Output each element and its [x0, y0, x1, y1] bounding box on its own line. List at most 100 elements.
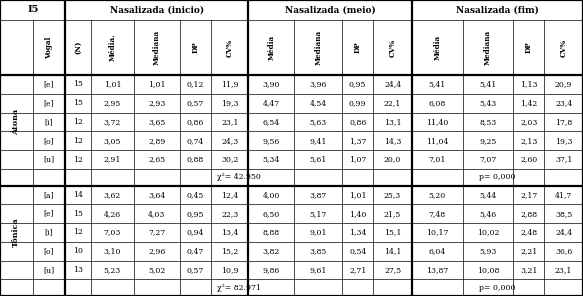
Text: Média: Média	[268, 35, 275, 60]
Text: 10,08: 10,08	[477, 266, 499, 274]
Text: 2,91: 2,91	[104, 156, 121, 164]
Text: 24,4: 24,4	[555, 229, 573, 237]
Text: 13,4: 13,4	[221, 229, 238, 237]
Text: 37,1: 37,1	[555, 156, 573, 164]
Text: 5,41: 5,41	[429, 81, 446, 89]
Text: 23,1: 23,1	[221, 118, 238, 126]
Text: 36,6: 36,6	[555, 247, 573, 255]
Text: Nasalizada (meio): Nasalizada (meio)	[285, 5, 375, 15]
Text: 0,57: 0,57	[187, 99, 204, 107]
Text: CV%: CV%	[560, 38, 568, 57]
Text: [o]: [o]	[44, 247, 54, 255]
Text: CV%: CV%	[389, 38, 396, 57]
Text: DP: DP	[525, 42, 533, 53]
Text: 2,71: 2,71	[349, 266, 366, 274]
Text: 5,20: 5,20	[429, 191, 446, 199]
Text: Vogal: Vogal	[45, 36, 53, 59]
Text: 3,87: 3,87	[310, 191, 327, 199]
Text: 30,2: 30,2	[221, 156, 238, 164]
Text: 5,23: 5,23	[104, 266, 121, 274]
Text: 21,5: 21,5	[384, 210, 401, 218]
Text: 6,08: 6,08	[429, 99, 446, 107]
Text: 7,27: 7,27	[148, 229, 166, 237]
Text: 2,96: 2,96	[148, 247, 166, 255]
Text: 19,3: 19,3	[555, 137, 573, 145]
Text: 22,1: 22,1	[384, 99, 401, 107]
Text: 10,02: 10,02	[477, 229, 499, 237]
Text: 23,4: 23,4	[555, 99, 573, 107]
Text: [a]: [a]	[44, 191, 54, 199]
Text: 3,90: 3,90	[263, 81, 280, 89]
Text: 5,46: 5,46	[479, 210, 496, 218]
Text: 24,4: 24,4	[384, 81, 401, 89]
Text: [e]: [e]	[44, 99, 54, 107]
Text: 5,41: 5,41	[479, 81, 497, 89]
Text: 5,02: 5,02	[148, 266, 166, 274]
Text: 25,3: 25,3	[384, 191, 401, 199]
Text: I5: I5	[27, 5, 38, 15]
Text: 3,62: 3,62	[104, 191, 121, 199]
Text: 10,9: 10,9	[221, 266, 238, 274]
Text: Tônica: Tônica	[12, 218, 20, 247]
Text: Mediana: Mediana	[153, 30, 161, 65]
Text: 0,86: 0,86	[187, 118, 204, 126]
Text: 11,9: 11,9	[221, 81, 238, 89]
Text: 4,47: 4,47	[263, 99, 280, 107]
Text: CV%: CV%	[226, 38, 234, 57]
Text: 13,1: 13,1	[384, 118, 401, 126]
Text: 1,01: 1,01	[148, 81, 166, 89]
Text: 0,54: 0,54	[349, 247, 366, 255]
Text: χ²= 42.950: χ²= 42.950	[217, 173, 261, 181]
Text: [i]: [i]	[45, 229, 54, 237]
Text: 0,94: 0,94	[187, 229, 204, 237]
Text: 3,21: 3,21	[520, 266, 538, 274]
Text: 0,88: 0,88	[187, 156, 204, 164]
Text: 15: 15	[73, 99, 83, 107]
Text: 15: 15	[73, 81, 83, 89]
Text: Média.: Média.	[108, 34, 116, 61]
Text: 9,56: 9,56	[263, 137, 280, 145]
Text: 0,86: 0,86	[349, 118, 366, 126]
Text: 10: 10	[73, 247, 83, 255]
Text: [u]: [u]	[44, 266, 55, 274]
Text: 5,93: 5,93	[479, 247, 497, 255]
Text: Mediana: Mediana	[314, 30, 322, 65]
Text: 5,63: 5,63	[310, 118, 327, 126]
Text: 10,17: 10,17	[426, 229, 448, 237]
Text: 14,1: 14,1	[384, 247, 401, 255]
Text: 1,07: 1,07	[349, 156, 366, 164]
Text: 7,03: 7,03	[104, 229, 121, 237]
Text: 23,1: 23,1	[555, 266, 573, 274]
Text: 3,64: 3,64	[148, 191, 166, 199]
Text: 12: 12	[73, 137, 83, 145]
Text: 5,17: 5,17	[310, 210, 327, 218]
Text: 19,3: 19,3	[221, 99, 238, 107]
Text: 17,8: 17,8	[555, 118, 573, 126]
Text: 12: 12	[73, 156, 83, 164]
Text: χ²= 82.971: χ²= 82.971	[217, 284, 261, 292]
Text: 9,61: 9,61	[310, 266, 327, 274]
Text: 41,7: 41,7	[555, 191, 573, 199]
Text: 5,43: 5,43	[479, 99, 497, 107]
Text: 7,48: 7,48	[429, 210, 446, 218]
Text: [e]: [e]	[44, 81, 54, 89]
Text: 2,48: 2,48	[520, 229, 538, 237]
Text: 3,72: 3,72	[104, 118, 121, 126]
Text: 9,86: 9,86	[263, 266, 280, 274]
Text: 8,53: 8,53	[479, 118, 497, 126]
Text: 7,07: 7,07	[479, 156, 497, 164]
Text: 7,01: 7,01	[429, 156, 446, 164]
Text: [e]: [e]	[44, 210, 54, 218]
Text: 2,95: 2,95	[104, 99, 121, 107]
Text: Média: Média	[433, 35, 441, 60]
Text: 0,12: 0,12	[187, 81, 204, 89]
Text: 6,50: 6,50	[263, 210, 280, 218]
Text: 0,95: 0,95	[187, 210, 204, 218]
Text: 4,54: 4,54	[310, 99, 327, 107]
Text: 3,05: 3,05	[104, 137, 121, 145]
Text: 8,88: 8,88	[263, 229, 280, 237]
Text: 15,2: 15,2	[221, 247, 238, 255]
Text: 11,04: 11,04	[426, 137, 448, 145]
Text: 13: 13	[73, 266, 83, 274]
Text: 38,5: 38,5	[555, 210, 573, 218]
